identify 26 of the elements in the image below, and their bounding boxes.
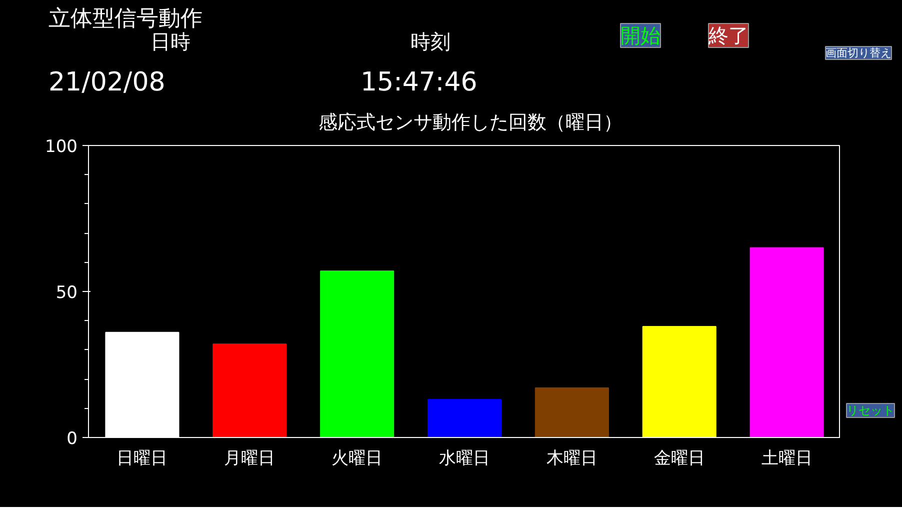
x-tick-label: 金曜日 [654, 448, 705, 468]
text: 15:47:46 [360, 68, 478, 98]
text: 21/02/08 [48, 68, 166, 98]
bar [212, 344, 287, 438]
bar [750, 247, 824, 438]
bar [534, 387, 609, 438]
x-tick-label: 木曜日 [546, 448, 598, 468]
x-tick-label: 月曜日 [224, 448, 276, 468]
y-tick-label: 0 [66, 429, 78, 449]
x-tick-label: 土曜日 [761, 448, 812, 468]
x-tick-label: 水曜日 [439, 448, 490, 468]
text: 画面切り替え [826, 46, 892, 60]
text: 日時 [150, 30, 190, 54]
y-tick-label: 50 [56, 283, 78, 303]
bar [320, 270, 394, 438]
text: 終了 [708, 24, 748, 48]
bar [642, 326, 716, 438]
y-tick-label: 100 [45, 137, 78, 157]
text: 時刻 [410, 30, 450, 54]
text: 立体型信号動作 [48, 6, 202, 32]
chart-title: 感応式センサ動作した回数（曜日） [318, 112, 622, 134]
x-tick-label: 日曜日 [116, 448, 168, 468]
text: 開始 [620, 24, 660, 48]
text: リセット [846, 404, 894, 418]
bar [427, 399, 502, 438]
x-tick-label: 火曜日 [332, 448, 383, 468]
